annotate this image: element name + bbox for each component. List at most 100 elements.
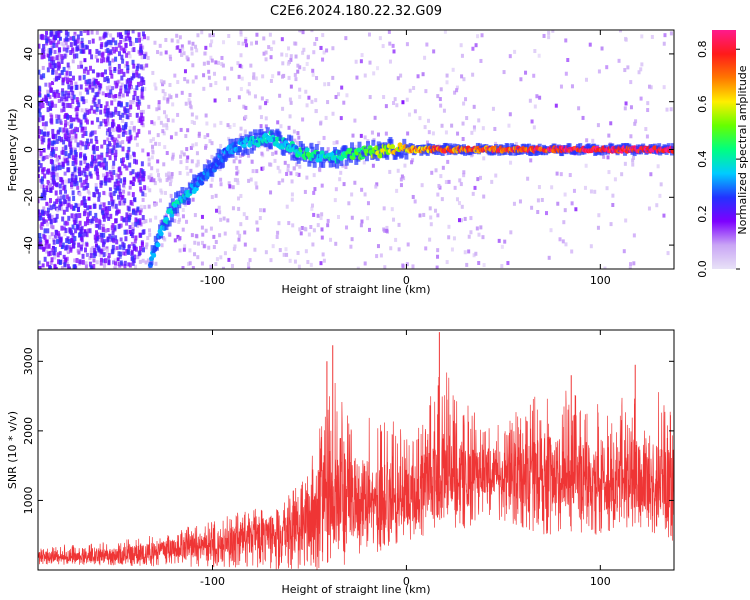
spectrogram-cell bbox=[114, 46, 118, 52]
spectrogram-cell bbox=[92, 264, 96, 269]
spectrogram-cell bbox=[320, 183, 324, 188]
spectrogram-cell bbox=[637, 70, 641, 75]
ridge-halo-cell bbox=[270, 129, 275, 136]
spectrogram-cell bbox=[78, 213, 82, 219]
spectrogram-cell bbox=[38, 100, 41, 106]
spectrogram-cell bbox=[111, 111, 115, 117]
spectrogram-cell bbox=[301, 117, 305, 122]
spectrogram-cell bbox=[62, 102, 66, 108]
spectrogram-cell bbox=[306, 260, 310, 265]
spectrogram-cell bbox=[134, 235, 138, 241]
spectrogram-cell bbox=[312, 50, 316, 55]
spectrogram-cell bbox=[40, 129, 44, 135]
spectrogram-cell bbox=[51, 128, 55, 134]
spectrogram-cell bbox=[269, 46, 273, 51]
spectrogram-cell bbox=[124, 30, 128, 35]
spectrogram-cell bbox=[78, 220, 82, 226]
spectrogram-cell bbox=[77, 64, 81, 69]
spectrogram-cell bbox=[108, 85, 112, 90]
spectrogram-cell bbox=[38, 129, 42, 135]
colorbar-ticks: 0.00.20.40.60.8 bbox=[696, 40, 740, 278]
spectrogram-cell bbox=[96, 189, 100, 195]
spectrogram-cell bbox=[107, 201, 111, 206]
spectrogram-cell bbox=[50, 56, 54, 62]
spectrogram-cell bbox=[160, 190, 164, 195]
spectrogram-cell bbox=[536, 198, 540, 203]
spectrogram-cell bbox=[162, 80, 166, 85]
spectrogram-cell bbox=[107, 105, 111, 110]
spectrogram-cell bbox=[470, 130, 474, 135]
spectrogram-cell bbox=[530, 205, 534, 210]
spectrogram-cell bbox=[66, 264, 70, 269]
spectrogram-cell bbox=[133, 90, 137, 96]
spectrogram-cell bbox=[105, 209, 109, 215]
spectrogram-cell bbox=[111, 244, 115, 250]
spectrogram-cell bbox=[119, 85, 123, 90]
spectrogram-cell bbox=[295, 172, 299, 177]
spectrogram-cell bbox=[80, 170, 84, 176]
spectrogram-cell bbox=[146, 55, 150, 60]
spectrogram-cell bbox=[44, 243, 48, 249]
spectrogram-cell bbox=[134, 172, 138, 178]
spectrogram-cell bbox=[164, 37, 168, 42]
spectrogram-cell bbox=[76, 34, 80, 40]
spectrogram-cell bbox=[117, 209, 121, 214]
spectrogram-cell bbox=[39, 225, 43, 230]
spectrogram-cell bbox=[58, 198, 62, 204]
spectrogram-cell bbox=[86, 182, 90, 188]
spectrogram-cell bbox=[360, 53, 364, 58]
spectrogram-cell bbox=[58, 47, 62, 53]
spectrogram-cell bbox=[150, 155, 154, 160]
spectrogram-cell bbox=[100, 152, 104, 158]
spectrogram-cell bbox=[52, 204, 56, 210]
spectrogram-cell bbox=[479, 175, 483, 180]
spectrogram-cell bbox=[228, 184, 232, 189]
spectrogram-cell bbox=[135, 72, 139, 78]
spectrogram-cell bbox=[69, 130, 73, 135]
spectrogram-cell bbox=[60, 41, 64, 46]
spectrogram-cell bbox=[385, 225, 389, 230]
spectrogram-cell bbox=[214, 193, 218, 198]
x-tick-label: -100 bbox=[200, 274, 225, 287]
spectrogram-cell bbox=[162, 123, 166, 128]
spectrogram-cell bbox=[40, 179, 44, 185]
spectrogram-cell bbox=[39, 103, 43, 109]
spectrogram-cell bbox=[49, 154, 53, 159]
spectrogram-cell bbox=[266, 147, 270, 152]
spectrogram-cell bbox=[138, 259, 142, 264]
spectrogram-cell bbox=[334, 95, 338, 100]
spectrogram-cell bbox=[84, 179, 88, 185]
spectrogram-cell bbox=[46, 67, 50, 73]
spectrogram-cell bbox=[363, 73, 367, 78]
spectrogram-cell bbox=[91, 246, 95, 251]
ridge-halo-cell bbox=[623, 149, 628, 156]
spectrogram-cell bbox=[103, 176, 107, 182]
spectrogram-cell bbox=[113, 181, 117, 187]
spectrogram-cell bbox=[55, 158, 59, 163]
spectrogram-cell bbox=[63, 97, 67, 102]
spectrogram-cell bbox=[154, 261, 158, 266]
spectrogram-cell bbox=[147, 175, 151, 180]
spectrogram-cell bbox=[345, 225, 349, 230]
spectrogram-cell bbox=[81, 133, 85, 138]
spectrogram-cell bbox=[129, 100, 133, 105]
spectrogram-cell bbox=[129, 104, 133, 110]
spectrogram-cell bbox=[482, 194, 486, 199]
spectrogram-cell bbox=[125, 153, 129, 159]
spectrogram-cell bbox=[67, 84, 71, 90]
spectrogram-cell bbox=[150, 166, 154, 171]
spectrogram-cell bbox=[127, 88, 131, 94]
ridge-halo-cell bbox=[177, 202, 182, 209]
spectrogram-cell bbox=[169, 135, 173, 140]
spectrogram-cell bbox=[122, 71, 126, 77]
spectrogram-cell bbox=[238, 233, 242, 238]
spectrogram-cell bbox=[254, 40, 258, 45]
spectrogram-cell bbox=[82, 185, 86, 191]
spectrogram-cell bbox=[89, 247, 93, 252]
spectrogram-cell bbox=[42, 148, 46, 153]
spectrogram-cell bbox=[188, 248, 192, 253]
spectrogram-cell bbox=[42, 49, 46, 55]
spectrogram-cell bbox=[145, 242, 149, 247]
spectrogram-cell bbox=[271, 244, 275, 249]
spectrogram-cell bbox=[141, 66, 145, 71]
